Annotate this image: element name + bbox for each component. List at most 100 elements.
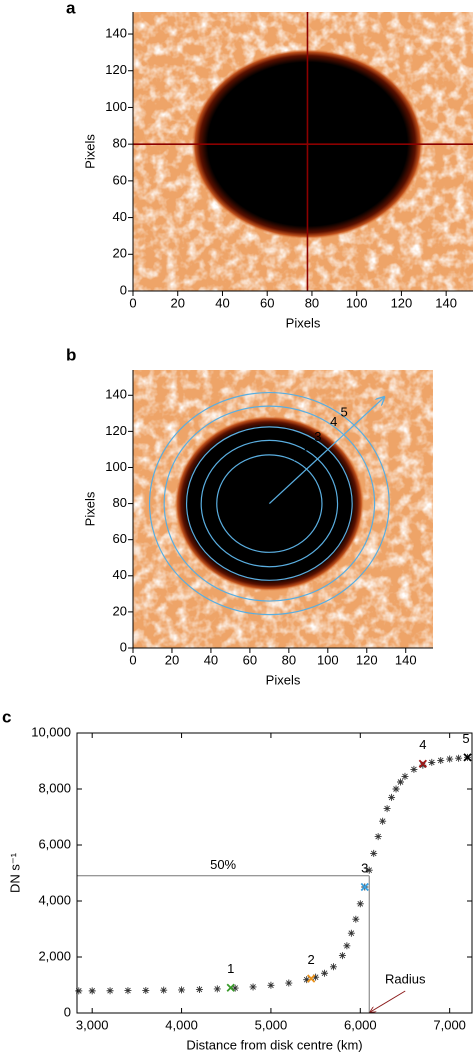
x-axis-label: Pixels [286,315,321,330]
data-point [303,976,311,984]
marker-label: 2 [308,952,315,967]
data-point [343,942,351,950]
ring-label: 4 [330,414,337,429]
x-tick-label: 20 [165,652,179,667]
ring-label: 2 [304,438,311,453]
y-tick-label: 6,000 [38,836,71,851]
y-tick-label: 140 [105,25,127,40]
data-point [124,987,132,995]
x-tick-label: 40 [215,295,229,310]
ring-label: 3 [314,429,321,444]
x-axis-label: Distance from disk centre (km) [186,1037,362,1052]
data-point [106,987,114,995]
x-tick-label: 20 [171,295,185,310]
y-tick-label: 40 [113,567,127,582]
data-point [352,915,360,923]
marker-label: 4 [419,737,426,752]
highlight-marker [463,753,472,762]
data-point [401,772,409,780]
y-tick-label: 100 [105,459,127,474]
radius-label: Radius [385,971,426,986]
x-tick-label: 0 [129,652,136,667]
image [133,370,433,648]
ring [148,391,390,616]
x-tick-label: 60 [260,295,274,310]
data-point [446,755,454,763]
data-point [88,987,96,995]
radius-pointer [370,990,406,1012]
panel-label: c [2,707,11,726]
data-point [321,969,329,977]
data-point [374,833,382,841]
half-max-label: 50% [210,857,236,872]
x-tick-label: 140 [435,295,457,310]
data-point [428,758,436,766]
data-point [388,793,396,801]
data-point [178,986,186,994]
ring-label: 5 [340,405,347,420]
data-point [195,985,203,993]
data-point [213,985,221,993]
y-tick-label: 120 [105,423,127,438]
data-point [356,900,364,908]
y-tick-label: 8,000 [38,780,71,795]
y-tick-label: 40 [113,209,127,224]
plot-frame [76,732,473,1014]
data-point [249,983,257,991]
x-tick-label: 0 [129,295,136,310]
x-tick-label: 7,000 [433,1017,466,1032]
y-tick-label: 2,000 [38,948,71,963]
data-point [231,984,239,992]
highlight-marker [226,983,235,992]
x-tick-label: 40 [204,652,218,667]
y-tick-label: 0 [120,282,127,297]
ring [163,405,376,602]
data-point [410,765,418,773]
y-axis-label: Pixels [82,134,97,169]
ring [185,426,353,581]
panel-label: a [66,0,76,17]
marker-label: 1 [227,961,234,976]
marker-label: 5 [462,731,469,746]
x-tick-label: 100 [346,295,368,310]
x-tick-label: 60 [243,652,257,667]
y-tick-label: 4,000 [38,892,71,907]
x-tick-label: 120 [356,652,378,667]
arrow [268,397,384,505]
y-tick-label: 20 [113,603,127,618]
data-point [142,986,150,994]
data-point [329,963,337,971]
data-point [397,778,405,786]
data-point [392,785,400,793]
y-tick-label: 0 [64,1004,71,1019]
data-point [75,987,83,995]
data-point [267,981,275,989]
data-point [383,805,391,813]
data-point [160,986,168,994]
data-point [285,979,293,987]
ring [216,454,323,553]
x-tick-label: 80 [282,652,296,667]
x-tick-label: 140 [395,652,417,667]
highlight-marker [418,759,427,768]
x-tick-label: 3,000 [76,1017,109,1032]
data-point [379,817,387,825]
y-tick-label: 10,000 [31,724,71,739]
panel-label: b [66,345,76,364]
x-tick-label: 100 [317,652,339,667]
x-tick-label: 4,000 [165,1017,198,1032]
ring [200,439,339,568]
data-point [347,929,355,937]
data-point [312,973,320,981]
x-tick-label: 6,000 [344,1017,377,1032]
image [133,12,473,291]
x-tick-label: 80 [305,295,319,310]
y-axis-label: Pixels [82,491,97,526]
ring-label: 1 [293,449,300,464]
y-tick-label: 0 [120,639,127,654]
data-point [419,761,427,769]
y-tick-label: 80 [113,495,127,510]
data-point [338,952,346,960]
data-point [437,756,445,764]
